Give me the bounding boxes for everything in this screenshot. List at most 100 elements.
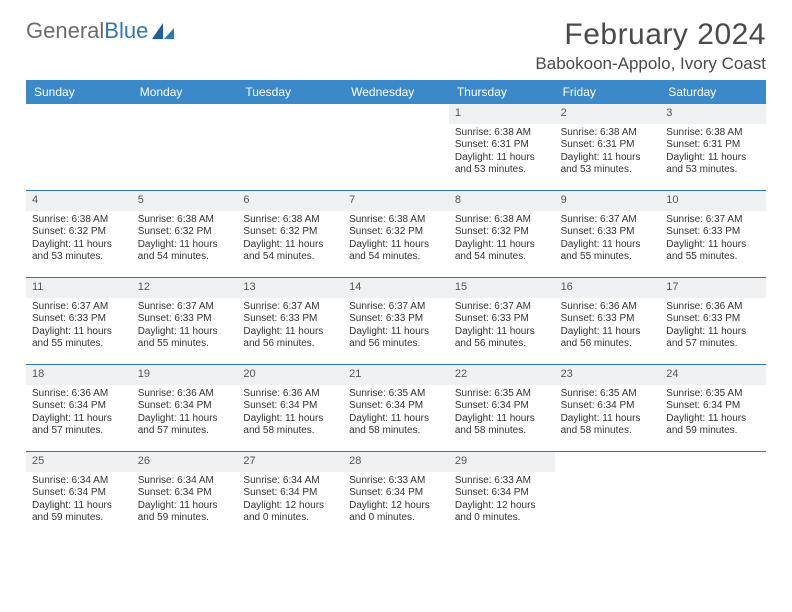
day-info: Sunrise: 6:36 AMSunset: 6:33 PMDaylight:… <box>660 298 766 357</box>
day-cell: 10Sunrise: 6:37 AMSunset: 6:33 PMDayligh… <box>660 191 766 277</box>
daylight-text: Daylight: 11 hours and 56 minutes. <box>561 326 655 351</box>
sunrise-text: Sunrise: 6:35 AM <box>666 388 760 401</box>
sunset-text: Sunset: 6:33 PM <box>666 226 760 239</box>
title-month: February 2024 <box>535 18 766 52</box>
day-cell: 13Sunrise: 6:37 AMSunset: 6:33 PMDayligh… <box>237 278 343 364</box>
sunrise-text: Sunrise: 6:36 AM <box>138 388 232 401</box>
page-header: GeneralBlue February 2024 Babokoon-Appol… <box>26 18 766 74</box>
sunrise-text: Sunrise: 6:38 AM <box>561 127 655 140</box>
sunset-text: Sunset: 6:31 PM <box>666 139 760 152</box>
day-cell: 18Sunrise: 6:36 AMSunset: 6:34 PMDayligh… <box>26 365 132 451</box>
day-info: Sunrise: 6:37 AMSunset: 6:33 PMDaylight:… <box>26 298 132 357</box>
day-info: Sunrise: 6:33 AMSunset: 6:34 PMDaylight:… <box>343 472 449 531</box>
sunset-text: Sunset: 6:32 PM <box>349 226 443 239</box>
day-info: Sunrise: 6:35 AMSunset: 6:34 PMDaylight:… <box>555 385 661 444</box>
day-number: 5 <box>132 191 238 211</box>
day-number: 8 <box>449 191 555 211</box>
sunrise-text: Sunrise: 6:37 AM <box>666 214 760 227</box>
sunrise-text: Sunrise: 6:35 AM <box>349 388 443 401</box>
sunrise-text: Sunrise: 6:34 AM <box>243 475 337 488</box>
day-number: 25 <box>26 452 132 472</box>
day-info: Sunrise: 6:34 AMSunset: 6:34 PMDaylight:… <box>237 472 343 531</box>
day-cell: 14Sunrise: 6:37 AMSunset: 6:33 PMDayligh… <box>343 278 449 364</box>
calendar: SundayMondayTuesdayWednesdayThursdayFrid… <box>26 80 766 538</box>
daylight-text: Daylight: 11 hours and 55 minutes. <box>561 239 655 264</box>
sunset-text: Sunset: 6:33 PM <box>666 313 760 326</box>
day-cell: 17Sunrise: 6:36 AMSunset: 6:33 PMDayligh… <box>660 278 766 364</box>
day-number: 16 <box>555 278 661 298</box>
sunrise-text: Sunrise: 6:37 AM <box>455 301 549 314</box>
sunrise-text: Sunrise: 6:36 AM <box>666 301 760 314</box>
sunset-text: Sunset: 6:33 PM <box>349 313 443 326</box>
day-info: Sunrise: 6:38 AMSunset: 6:32 PMDaylight:… <box>449 211 555 270</box>
day-number: 22 <box>449 365 555 385</box>
sunrise-text: Sunrise: 6:37 AM <box>243 301 337 314</box>
daylight-text: Daylight: 11 hours and 53 minutes. <box>32 239 126 264</box>
day-cell: 15Sunrise: 6:37 AMSunset: 6:33 PMDayligh… <box>449 278 555 364</box>
daylight-text: Daylight: 11 hours and 57 minutes. <box>32 413 126 438</box>
sunset-text: Sunset: 6:31 PM <box>455 139 549 152</box>
sunrise-text: Sunrise: 6:37 AM <box>349 301 443 314</box>
day-cell <box>660 452 766 538</box>
sunset-text: Sunset: 6:33 PM <box>32 313 126 326</box>
sunrise-text: Sunrise: 6:33 AM <box>455 475 549 488</box>
daylight-text: Daylight: 11 hours and 57 minutes. <box>666 326 760 351</box>
day-cell: 16Sunrise: 6:36 AMSunset: 6:33 PMDayligh… <box>555 278 661 364</box>
title-block: February 2024 Babokoon-Appolo, Ivory Coa… <box>535 18 766 74</box>
day-cell <box>555 452 661 538</box>
sunrise-text: Sunrise: 6:34 AM <box>138 475 232 488</box>
day-number: 6 <box>237 191 343 211</box>
daylight-text: Daylight: 11 hours and 53 minutes. <box>561 152 655 177</box>
day-info: Sunrise: 6:36 AMSunset: 6:34 PMDaylight:… <box>132 385 238 444</box>
day-header: Sunday <box>26 80 132 104</box>
day-info: Sunrise: 6:37 AMSunset: 6:33 PMDaylight:… <box>237 298 343 357</box>
sunrise-text: Sunrise: 6:37 AM <box>32 301 126 314</box>
day-cell: 9Sunrise: 6:37 AMSunset: 6:33 PMDaylight… <box>555 191 661 277</box>
sunset-text: Sunset: 6:33 PM <box>138 313 232 326</box>
day-number: 26 <box>132 452 238 472</box>
sunrise-text: Sunrise: 6:38 AM <box>455 214 549 227</box>
sunset-text: Sunset: 6:34 PM <box>349 487 443 500</box>
daylight-text: Daylight: 11 hours and 54 minutes. <box>138 239 232 264</box>
day-header: Tuesday <box>237 80 343 104</box>
sunrise-text: Sunrise: 6:38 AM <box>243 214 337 227</box>
calendar-page: GeneralBlue February 2024 Babokoon-Appol… <box>0 0 792 538</box>
day-info: Sunrise: 6:36 AMSunset: 6:34 PMDaylight:… <box>26 385 132 444</box>
day-header: Thursday <box>449 80 555 104</box>
title-location: Babokoon-Appolo, Ivory Coast <box>535 54 766 74</box>
daylight-text: Daylight: 11 hours and 55 minutes. <box>32 326 126 351</box>
day-number: 27 <box>237 452 343 472</box>
daylight-text: Daylight: 11 hours and 53 minutes. <box>455 152 549 177</box>
day-cell: 3Sunrise: 6:38 AMSunset: 6:31 PMDaylight… <box>660 104 766 190</box>
day-info: Sunrise: 6:35 AMSunset: 6:34 PMDaylight:… <box>343 385 449 444</box>
day-number: 20 <box>237 365 343 385</box>
sunset-text: Sunset: 6:34 PM <box>455 400 549 413</box>
day-header: Friday <box>555 80 661 104</box>
sunset-text: Sunset: 6:32 PM <box>243 226 337 239</box>
day-cell: 29Sunrise: 6:33 AMSunset: 6:34 PMDayligh… <box>449 452 555 538</box>
day-info: Sunrise: 6:38 AMSunset: 6:31 PMDaylight:… <box>449 124 555 183</box>
day-number: 9 <box>555 191 661 211</box>
day-info: Sunrise: 6:37 AMSunset: 6:33 PMDaylight:… <box>343 298 449 357</box>
day-info: Sunrise: 6:35 AMSunset: 6:34 PMDaylight:… <box>449 385 555 444</box>
day-info: Sunrise: 6:36 AMSunset: 6:33 PMDaylight:… <box>555 298 661 357</box>
day-number: 13 <box>237 278 343 298</box>
day-cell: 21Sunrise: 6:35 AMSunset: 6:34 PMDayligh… <box>343 365 449 451</box>
day-cell <box>343 104 449 190</box>
sunset-text: Sunset: 6:34 PM <box>138 400 232 413</box>
daylight-text: Daylight: 11 hours and 53 minutes. <box>666 152 760 177</box>
day-info: Sunrise: 6:37 AMSunset: 6:33 PMDaylight:… <box>449 298 555 357</box>
sunset-text: Sunset: 6:32 PM <box>455 226 549 239</box>
day-number: 19 <box>132 365 238 385</box>
day-cell: 20Sunrise: 6:36 AMSunset: 6:34 PMDayligh… <box>237 365 343 451</box>
day-number: 12 <box>132 278 238 298</box>
calendar-header-row: SundayMondayTuesdayWednesdayThursdayFrid… <box>26 80 766 104</box>
day-info: Sunrise: 6:36 AMSunset: 6:34 PMDaylight:… <box>237 385 343 444</box>
calendar-body: 1Sunrise: 6:38 AMSunset: 6:31 PMDaylight… <box>26 104 766 538</box>
day-info: Sunrise: 6:37 AMSunset: 6:33 PMDaylight:… <box>660 211 766 270</box>
day-info: Sunrise: 6:38 AMSunset: 6:32 PMDaylight:… <box>26 211 132 270</box>
day-number: 7 <box>343 191 449 211</box>
day-number: 28 <box>343 452 449 472</box>
day-cell <box>132 104 238 190</box>
day-info: Sunrise: 6:34 AMSunset: 6:34 PMDaylight:… <box>132 472 238 531</box>
